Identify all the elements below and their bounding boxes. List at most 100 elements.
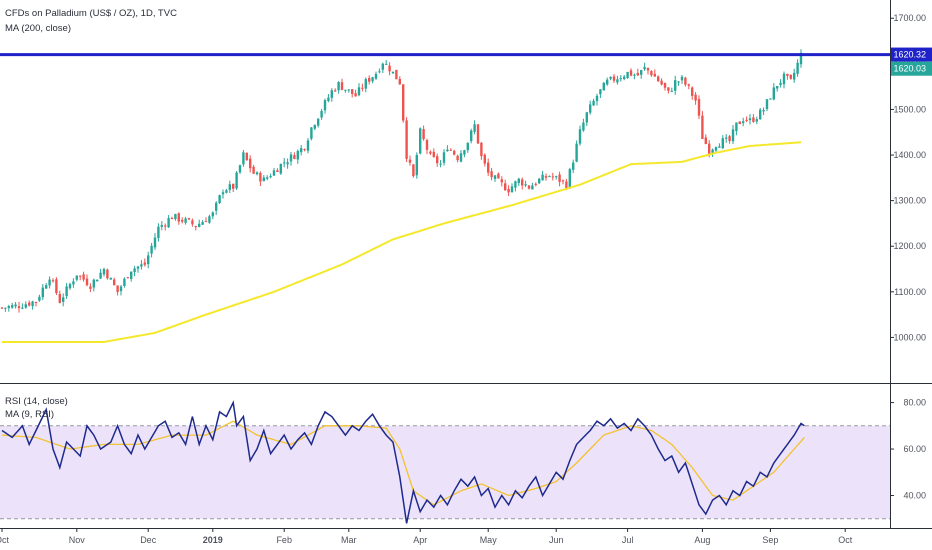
candle-body [589,104,592,113]
candle-body [344,89,347,91]
candle-body [633,74,636,76]
candle-body [293,155,296,159]
candle-body [510,186,514,193]
candle-body [616,79,619,83]
candle-body [718,146,721,148]
candle-body [592,100,595,106]
candle-body [164,225,167,227]
candle-body [79,275,82,277]
candle-body [456,155,459,161]
candle-body [378,71,381,73]
time-tick-label: Dec [140,535,157,545]
candle-body [684,77,687,85]
candle-body [391,71,395,74]
candle-body [296,150,299,160]
candle-body [691,87,694,96]
candle-body [147,255,150,265]
candle-body [361,87,364,89]
candle-body [116,285,119,292]
rsi-ma-legend[interactable]: MA (9, RSI) [5,409,55,420]
candle-body [650,71,653,76]
candle-body [711,149,714,153]
rsi-ma-line [1,420,805,506]
candle-body [738,121,741,125]
chart-title[interactable]: CFDs on Palladium (US$ / OZ), 1D, TVC [5,8,177,19]
candle-body [497,173,500,179]
ma200-line [2,141,802,343]
price-tick-label: 1100.00 [894,287,926,297]
candle-body [412,164,415,177]
candle-body [565,181,568,189]
price-tag-bg [891,47,932,62]
candle-body [51,280,55,282]
candle-body [660,80,663,85]
candle-body [211,212,214,217]
candle-body [422,129,425,140]
candle-body [119,286,123,292]
candle-body [653,73,656,77]
candle-body [782,73,786,85]
candle-body [663,82,667,88]
candle-body [789,74,792,79]
candle-body [476,124,480,144]
candle-body [187,218,191,220]
candle-body [578,129,582,144]
candle-body [75,275,78,280]
time-tick-label: May [480,535,498,545]
candle-body [500,179,503,183]
price-tag-label: 1620.03 [893,64,926,74]
candle-body [762,110,765,112]
rsi-legend[interactable]: RSI (14, close) [5,396,68,407]
candle-body [439,163,442,165]
candle-body [269,176,272,178]
candle-body [310,127,313,139]
candle-body [364,79,367,89]
candle-body [225,190,228,193]
candle-body [568,169,571,189]
time-tick-label: 2019 [203,535,223,545]
candle-body [599,89,602,95]
candle-body [405,120,408,159]
rsi-band [0,425,890,519]
candle-body [432,151,435,157]
candle-body [228,184,231,190]
candle-body [289,154,293,162]
candle-body [62,297,65,302]
candle-body [208,216,211,223]
candle-body [140,264,143,267]
candle-body [606,79,609,85]
candle-body [4,307,7,309]
candle-body [419,128,422,154]
candle-body [507,188,510,193]
candle-body [300,148,303,153]
candle-body [167,218,170,228]
candle-body [68,284,72,289]
candle-body [191,220,194,225]
candle-body [334,90,337,92]
candle-body [177,213,180,222]
candle-body [609,76,612,79]
candle-body [697,99,701,116]
candle-body [357,87,361,96]
ma200-legend[interactable]: MA (200, close) [5,23,71,34]
candle-body [235,172,238,189]
candle-body [453,150,456,155]
candle-body [34,302,38,304]
rsi-tick-label: 80.00 [903,398,926,408]
candle-body [215,202,218,211]
candle-body [109,278,112,280]
candle-body [65,286,68,297]
candle-body [45,285,48,289]
candle-body [582,122,585,131]
candle-body [354,93,357,97]
candle-body [351,89,354,94]
candle-body [487,162,490,173]
candle-body [99,272,102,279]
candle-body [629,70,633,76]
candle-body [558,174,561,182]
candle-body [150,245,153,254]
price-tag-label: 1620.32 [893,50,926,60]
time-tick-label: Oct [0,535,9,545]
price-tick-label: 1500.00 [893,104,926,114]
